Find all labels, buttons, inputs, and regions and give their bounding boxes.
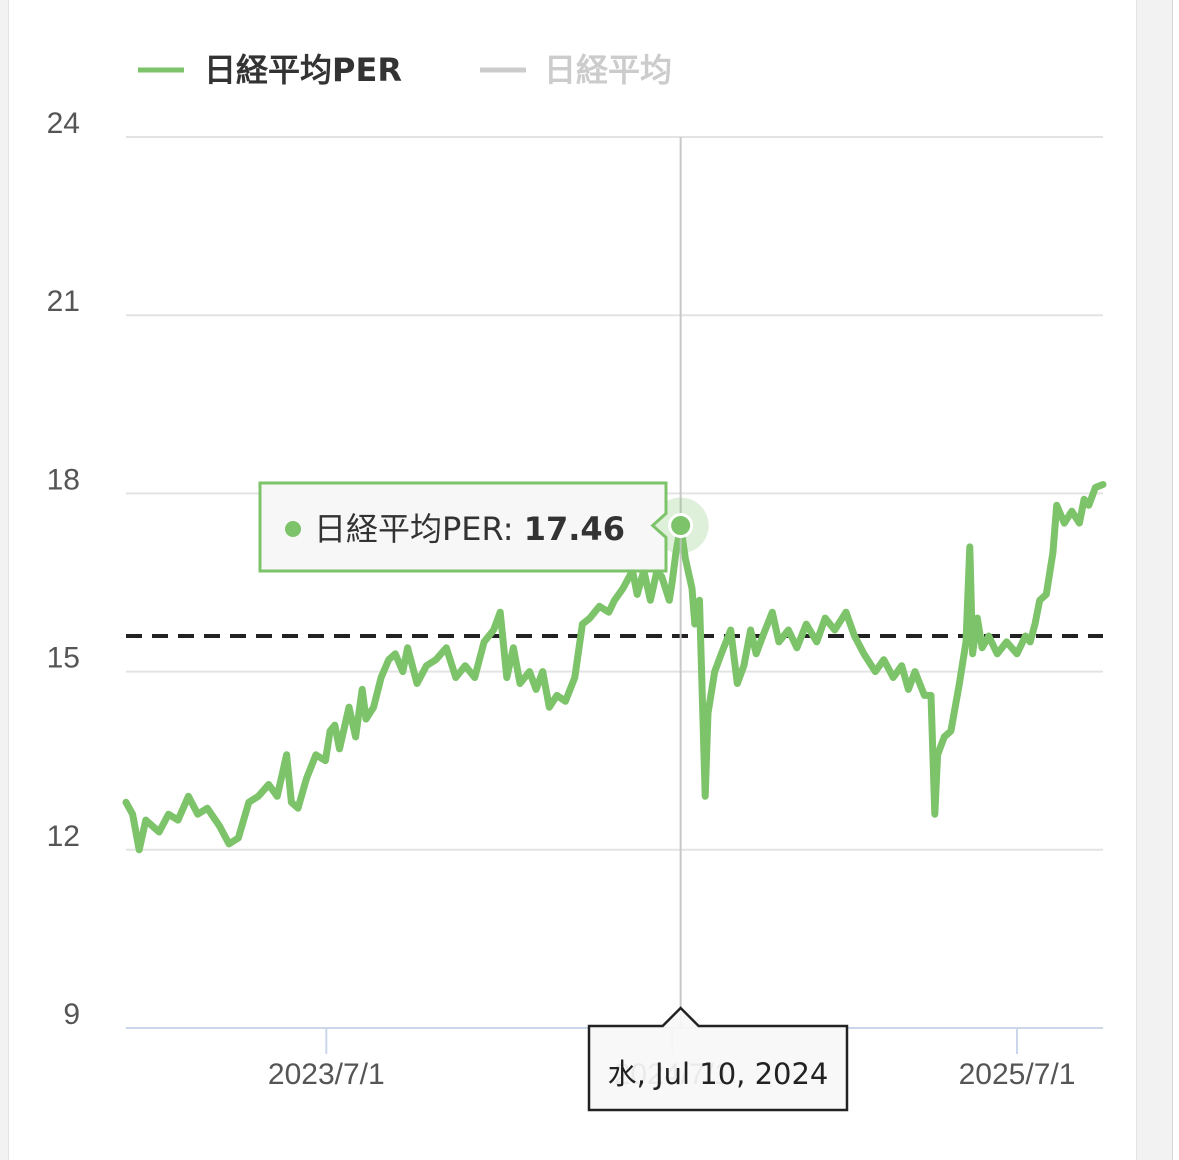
tooltip-value: 17.46 <box>524 510 625 548</box>
x-tick-label: 2023/7/1 <box>268 1058 385 1091</box>
crosshair-date-label: 水, Jul 10, 2024 <box>608 1057 829 1091</box>
tooltip-series-label: 日経平均PER: <box>314 510 524 548</box>
y-tick-label: 12 <box>47 820 80 853</box>
tooltip-text: 日経平均PER: 17.46 <box>314 510 625 548</box>
y-axis: 24 21 18 15 12 9 <box>47 107 80 1031</box>
legend-label-per: 日経平均PER <box>204 51 402 89</box>
legend: 日経平均PER 日経平均 <box>138 51 672 89</box>
crosshair-label-box <box>587 1006 849 1112</box>
legend-label-nikkei: 日経平均 <box>544 51 672 89</box>
legend-item-nikkei[interactable]: 日経平均 <box>480 51 672 89</box>
tooltip-box <box>258 481 668 573</box>
y-tick-label: 18 <box>47 463 80 496</box>
tooltip-series-dot <box>285 521 301 537</box>
y-tick-label: 15 <box>47 642 80 675</box>
hover-layer: 日経平均PER: 17.46 水, Jul 10, 2024 <box>258 137 849 1112</box>
y-tick-label: 21 <box>47 285 80 318</box>
x-tick-label: 2025/7/1 <box>959 1058 1076 1091</box>
chart-panel <box>8 0 1137 1160</box>
hover-point <box>668 512 694 538</box>
scrollbar-track[interactable] <box>1172 0 1179 1160</box>
y-tick-label: 24 <box>47 107 80 140</box>
y-tick-label: 9 <box>63 998 80 1031</box>
legend-item-per[interactable]: 日経平均PER <box>138 51 402 89</box>
